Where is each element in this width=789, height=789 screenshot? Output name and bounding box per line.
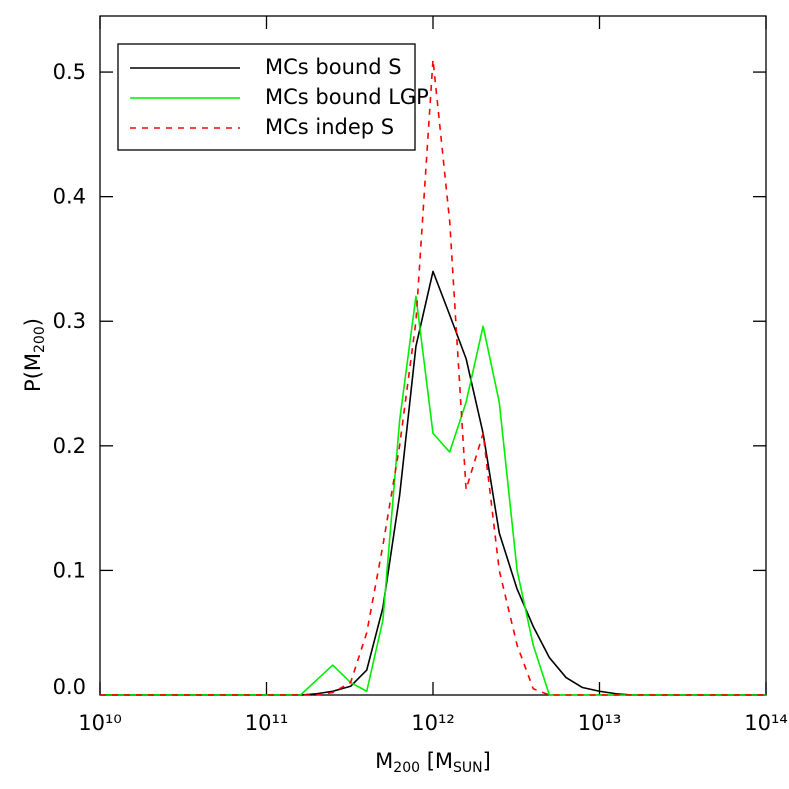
x-tick-label: 10¹² <box>411 711 455 735</box>
y-tick-label: 0.5 <box>53 60 86 84</box>
x-axis-label: M200 [MSUN] <box>375 749 491 776</box>
legend-box <box>117 43 416 151</box>
y-axis-label-part: 200 <box>32 326 48 353</box>
x-tick-label: 10¹¹ <box>245 711 289 735</box>
x-axis-label-part: SUN <box>453 760 483 776</box>
legend-label: MCs indep S <box>265 115 394 139</box>
y-axis-label: P(M200) <box>21 318 48 392</box>
legend-label: MCs bound S <box>265 55 402 79</box>
y-tick-label: 0.1 <box>53 558 86 582</box>
x-axis-label-part: ] <box>483 749 491 773</box>
x-axis-label-part: M <box>375 749 393 773</box>
x-tick-label: 10¹⁴ <box>744 711 788 735</box>
y-axis-label-part: ) <box>21 318 45 326</box>
y-tick-label: 0.4 <box>53 185 86 209</box>
x-tick-label: 10¹⁰ <box>78 711 122 735</box>
legend-label: MCs bound LGP <box>265 85 429 109</box>
series-line <box>100 270 766 696</box>
x-axis-label-part: 200 <box>393 760 420 776</box>
series-line <box>100 295 766 696</box>
x-tick-label: 10¹³ <box>578 711 622 735</box>
y-axis-label-part: P(M <box>21 353 45 392</box>
y-tick-label: 0.2 <box>53 434 86 458</box>
y-tick-label: 0.3 <box>53 309 86 333</box>
series-line <box>100 58 766 696</box>
y-tick-label: 0.0 <box>53 675 86 699</box>
x-axis-label-part: [M <box>420 749 453 773</box>
